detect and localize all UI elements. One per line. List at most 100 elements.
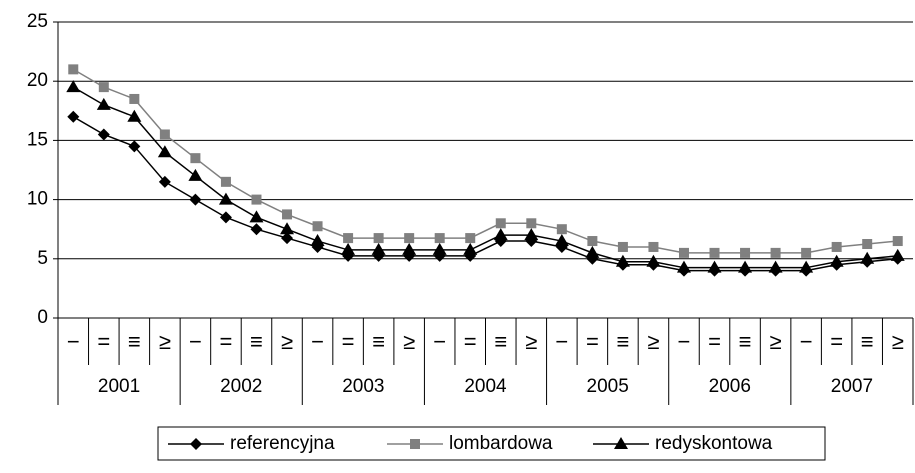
x-tick-label: ≡	[616, 329, 629, 354]
marker	[280, 222, 295, 235]
series-line	[72, 116, 898, 272]
marker	[281, 232, 294, 245]
marker	[892, 236, 903, 247]
x-tick-label: −	[311, 329, 324, 354]
x-tick-label: ≥	[403, 329, 415, 354]
year-label: 2003	[342, 376, 384, 397]
marker	[587, 236, 598, 247]
y-tick-label: 20	[27, 70, 48, 91]
marker	[190, 153, 201, 164]
y-tick-label: 15	[27, 129, 48, 150]
legend-label: referencyjna	[230, 433, 335, 454]
x-tick-label: ≡	[494, 329, 507, 354]
marker	[404, 233, 415, 244]
y-tick-label: 10	[27, 189, 48, 210]
x-tick-label: =	[220, 329, 233, 354]
marker	[493, 228, 508, 241]
marker	[738, 260, 753, 273]
marker	[526, 218, 537, 229]
marker	[770, 247, 781, 258]
marker	[463, 242, 478, 255]
year-label: 2004	[464, 376, 507, 397]
marker	[402, 242, 417, 255]
marker	[189, 193, 202, 206]
marker	[860, 251, 875, 264]
x-tick-label: ≥	[647, 329, 659, 354]
year-label: 2002	[220, 376, 262, 397]
x-tick-label: =	[97, 329, 110, 354]
series-line	[72, 86, 898, 269]
marker	[615, 254, 630, 267]
x-tick-label: ≥	[892, 329, 904, 354]
y-tick-label: 0	[37, 307, 48, 328]
marker	[68, 64, 79, 75]
marker	[410, 439, 420, 449]
marker	[709, 247, 720, 258]
legend-box	[157, 426, 826, 461]
marker	[799, 260, 814, 273]
marker	[524, 228, 539, 241]
x-tick-label: −	[67, 329, 80, 354]
marker	[250, 223, 263, 236]
year-label: 2006	[709, 376, 751, 397]
marker	[740, 247, 751, 258]
x-tick-label: =	[830, 329, 843, 354]
marker	[129, 93, 140, 104]
marker	[678, 247, 689, 258]
marker	[219, 211, 232, 224]
marker	[218, 192, 233, 205]
marker	[98, 82, 109, 93]
x-tick-label: ≥	[281, 329, 293, 354]
year-label: 2001	[98, 376, 140, 397]
marker	[128, 140, 141, 153]
marker	[831, 241, 842, 252]
x-tick-label: −	[800, 329, 813, 354]
x-tick-label: −	[433, 329, 446, 354]
x-tick-label: =	[586, 329, 599, 354]
marker	[890, 248, 905, 261]
marker	[343, 233, 354, 244]
marker	[648, 241, 659, 252]
marker	[862, 239, 873, 249]
x-tick-label: =	[708, 329, 721, 354]
legend-label: lombardowa	[449, 433, 553, 454]
marker	[614, 437, 628, 449]
series-line	[72, 68, 898, 254]
x-tick-label: ≥	[525, 329, 537, 354]
y-tick-label: 25	[27, 11, 48, 32]
marker	[585, 245, 600, 258]
x-tick-label: =	[464, 329, 477, 354]
year-label: 2005	[587, 376, 629, 397]
marker	[801, 247, 812, 258]
marker	[768, 260, 783, 273]
year-label: 2007	[831, 376, 873, 397]
marker	[249, 210, 264, 223]
marker	[190, 438, 202, 450]
marker	[97, 128, 110, 141]
x-tick-label: −	[678, 329, 691, 354]
marker	[554, 234, 569, 247]
x-tick-label: ≡	[372, 329, 385, 354]
marker	[465, 233, 476, 244]
marker	[220, 176, 231, 187]
marker	[707, 260, 722, 273]
x-tick-label: ≡	[128, 329, 141, 354]
marker	[66, 80, 81, 93]
marker	[646, 254, 661, 267]
marker	[157, 145, 172, 158]
marker	[282, 209, 293, 220]
y-tick-label: 5	[37, 248, 48, 269]
x-tick-label: =	[342, 329, 355, 354]
marker	[158, 175, 171, 188]
marker	[676, 260, 691, 273]
marker	[251, 194, 262, 205]
marker	[371, 242, 386, 255]
marker	[556, 224, 567, 235]
marker	[341, 242, 356, 255]
legend-label: redyskontowa	[655, 433, 773, 454]
x-tick-label: ≡	[739, 329, 752, 354]
marker	[495, 218, 506, 229]
x-tick-label: ≥	[770, 329, 782, 354]
marker	[188, 168, 203, 181]
